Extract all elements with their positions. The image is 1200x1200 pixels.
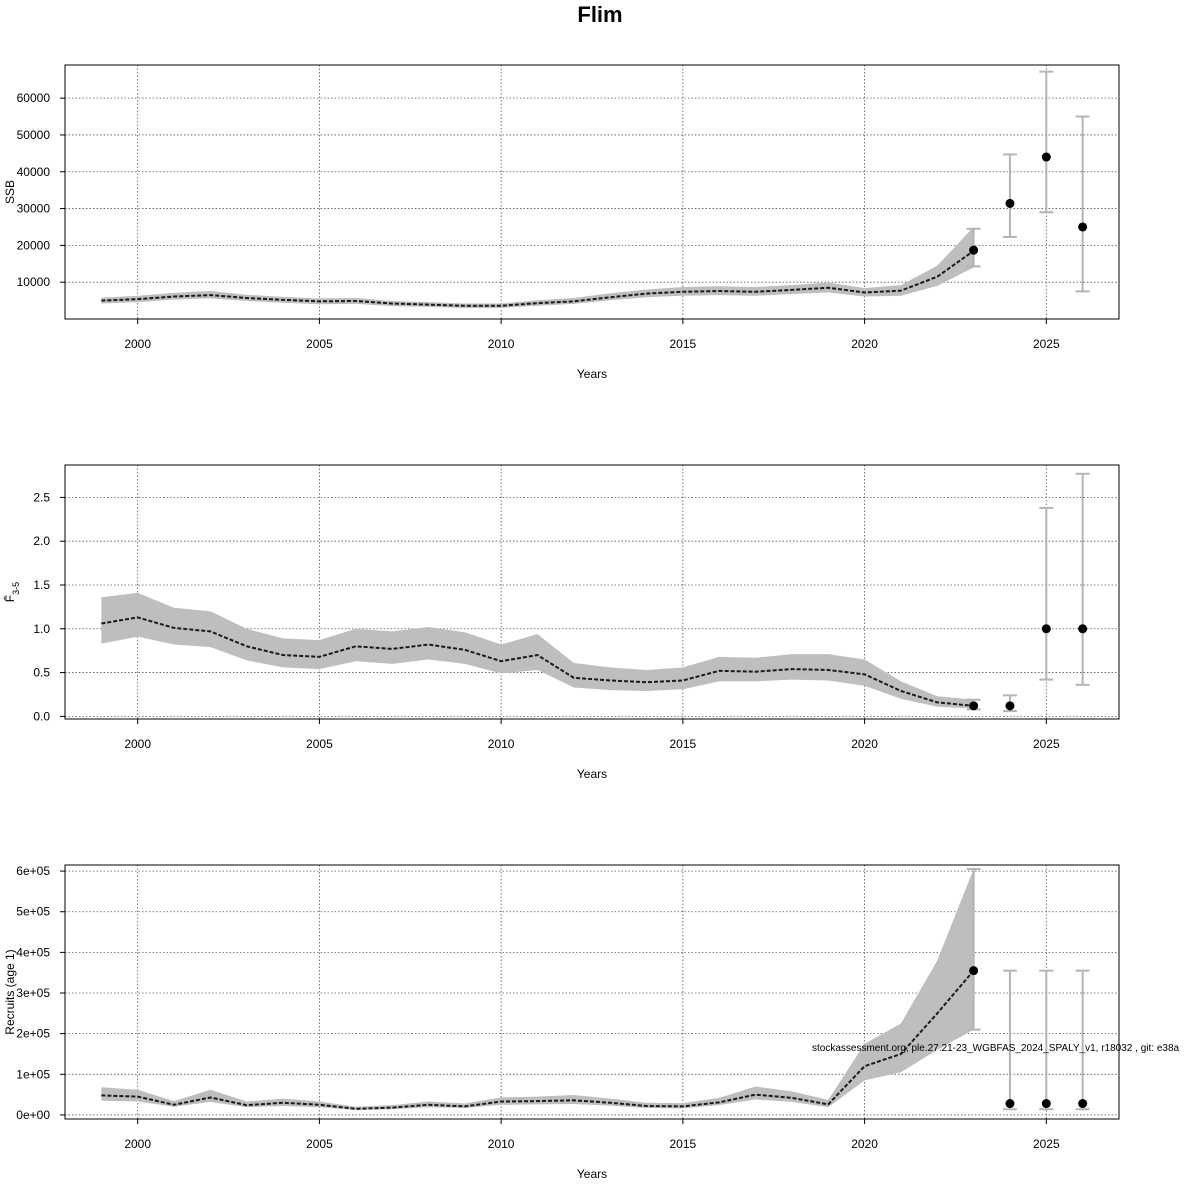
ssb-point-2025 [1041,152,1051,162]
f-xtick-label: 2000 [124,737,151,751]
f-yaxis-label-subscript: 3-5 [11,582,21,595]
ssb-point-2024 [1005,198,1015,208]
f-xtick-label: 2010 [488,737,515,751]
f-ytick-label: 1.5 [33,578,50,592]
ssb-xtick-label: 2000 [124,337,151,351]
f-xtick-label: 2020 [851,737,878,751]
ssb-confidence-band [101,226,974,308]
f-ytick-label: 0.5 [33,666,50,680]
ssb-yaxis-label: SSB [3,180,17,204]
recruits-ytick-label: 2e+05 [16,1027,50,1041]
recruits-xtick-label: 2020 [851,1137,878,1151]
f-ytick-label: 2.5 [33,490,50,504]
f-point-2026 [1078,624,1088,634]
f-point-2023 [969,701,979,711]
ssb-ytick-label: 20000 [17,238,51,252]
ssb-ytick-label: 30000 [17,202,51,216]
f-plot-frame [64,464,1120,720]
ssb-ytick-label: 60000 [17,91,51,105]
recruitment-panel: 2000 2005 2010 2015 2020 2025 0e+00 1e+05 2e+05 3… [3,864,1120,1181]
f-point-2025 [1041,624,1051,634]
recruits-ytick-label: 1e+05 [16,1067,50,1081]
f-ytick-label: 0.0 [33,709,50,723]
recruits-ytick-label: 4e+05 [16,945,50,959]
f-xtick-label: 2025 [1033,737,1060,751]
recruits-xtick-label: 2025 [1033,1137,1060,1151]
recruits-yaxis-label: Recruits (age 1) [3,949,17,1034]
recruits-ytick-label: 6e+05 [16,864,50,878]
f-yaxis-label: F̄3-5 [3,582,21,602]
f-ytick-label: 2.0 [33,534,50,548]
footnote-text: stockassessment.org, ple.27.21-23_WGBFAS… [812,1043,1180,1054]
recruits-point-2026 [1078,1099,1088,1109]
ssb-plot-frame [64,64,1120,320]
ssb-xtick-label: 2010 [488,337,515,351]
recruits-xtick-label: 2010 [488,1137,515,1151]
f-xtick-label: 2015 [670,737,697,751]
f-confidence-band [101,592,974,709]
recruits-ytick-label: 3e+05 [16,986,50,1000]
recruits-xtick-label: 2000 [124,1137,151,1151]
recruits-point-2025 [1041,1099,1051,1109]
ssb-xtick-label: 2020 [851,337,878,351]
recruits-xaxis-label: Years [577,1167,607,1181]
fishing-mortality-panel: 2000 2005 2010 2015 2020 2025 0.0 0.5 1.0 1.5 2.0 2… [3,464,1120,781]
ssb-xtick-label: 2015 [670,337,697,351]
ssb-ytick-label: 10000 [17,275,51,289]
ssb-xaxis-label: Years [577,367,607,381]
ssb-ytick-label: 40000 [17,165,51,179]
recruits-xtick-label: 2005 [306,1137,333,1151]
f-xtick-label: 2005 [306,737,333,751]
f-ytick-label: 1.0 [33,622,50,636]
recruits-ytick-label: 5e+05 [16,905,50,919]
ssb-point-2026 [1078,222,1088,232]
ssb-estimate-line [101,250,975,307]
ssb-xtick-label: 2025 [1033,337,1060,351]
figure-title: Flim [577,2,623,27]
recruits-point-2023 [969,966,979,976]
recruits-plot-frame [64,864,1120,1120]
recruits-ytick-label: 0e+00 [16,1108,50,1122]
recruits-estimate-line [101,970,975,1110]
ssb-point-2023 [969,245,979,255]
f-point-2024 [1005,701,1015,711]
ssb-panel: 2000 2005 2010 2015 2020 2025 10000 20000 30000 4… [3,64,1120,381]
f-estimate-line [101,616,974,707]
f-xaxis-label: Years [577,767,607,781]
recruits-xtick-label: 2015 [670,1137,697,1151]
recruits-point-2024 [1005,1099,1015,1109]
ssb-xtick-label: 2005 [306,337,333,351]
ssb-ytick-label: 50000 [17,128,51,142]
